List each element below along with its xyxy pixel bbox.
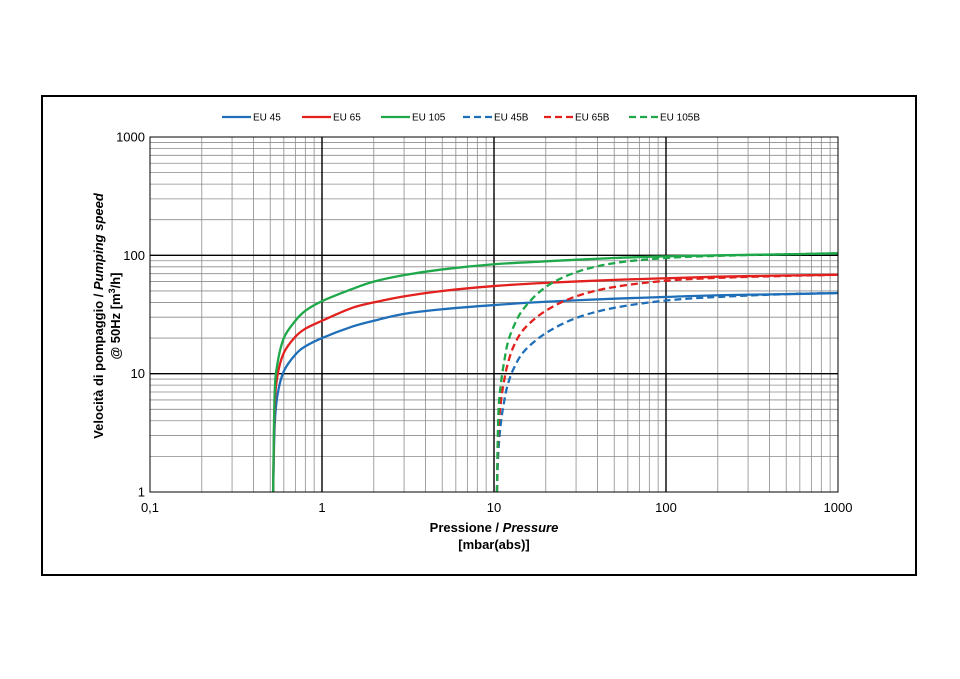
y-axis-title: Velocità di pompaggio / Pumping speed [91, 192, 106, 439]
x-axis-unit: [mbar(abs)] [458, 537, 530, 552]
y-axis-unit-sup: 3 [107, 288, 117, 293]
y-tick-label: 100 [123, 248, 145, 263]
x-axis-title-italic: Pressure [503, 520, 559, 535]
legend-label-eu-45b: EU 45B [494, 113, 529, 124]
legend-label-eu-105: EU 105 [412, 113, 446, 124]
y-tick-label: 10 [131, 366, 145, 381]
series-line-eu-65 [272, 273, 838, 492]
series-line-eu-105b [495, 252, 838, 492]
series-line-eu-105 [272, 252, 838, 492]
y-tick-labels: 1 10 100 1000 [116, 130, 145, 500]
y-tick-label: 1000 [116, 130, 145, 145]
x-tick-label: 0,1 [141, 500, 159, 515]
y-axis-unit-prefix: @ 50Hz [m [108, 293, 123, 359]
x-axis-title-plain: Pressione / [430, 520, 503, 535]
y-tick-label: 1 [138, 485, 145, 500]
legend-label-eu-65: EU 65 [333, 113, 361, 124]
y-axis-unit-suffix: /h] [108, 272, 123, 288]
legend: EU 45 EU 65 EU 105 EU 45B EU 65B EU 105B [222, 113, 700, 124]
x-tick-label: 10 [487, 500, 501, 515]
y-axis-unit: @ 50Hz [m3/h] [107, 272, 123, 359]
y-axis-title-italic: Pumping speed [91, 192, 106, 290]
legend-label-eu-105b: EU 105B [660, 113, 700, 124]
y-axis-title-plain: Velocità di pompaggio / [91, 290, 106, 439]
series-line-eu-45 [272, 291, 838, 492]
plot-area [149, 136, 839, 493]
x-tick-labels: 0,1 1 10 100 1000 [141, 500, 853, 515]
x-tick-label: 100 [655, 500, 677, 515]
x-tick-label: 1000 [824, 500, 853, 515]
series-lines [272, 252, 838, 492]
series-line-eu-45b [495, 291, 838, 492]
x-tick-label: 1 [318, 500, 325, 515]
chart-frame [41, 95, 917, 576]
legend-label-eu-45: EU 45 [253, 113, 281, 124]
legend-label-eu-65b: EU 65B [575, 113, 610, 124]
series-line-eu-65b [495, 273, 838, 492]
x-axis-title: Pressione / Pressure [430, 520, 559, 535]
